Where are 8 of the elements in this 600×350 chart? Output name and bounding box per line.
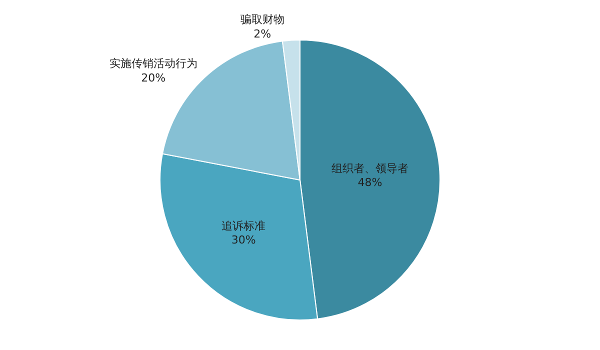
- data-label: 48%: [358, 176, 382, 190]
- data-label: 30%: [231, 234, 256, 247]
- slice-label: 追诉标准: [222, 219, 266, 232]
- slice-label: 实施传销活动行为: [109, 57, 198, 70]
- data-label: 2%: [254, 27, 272, 40]
- slice-label: 骗取财物: [240, 13, 284, 26]
- data-label: 20%: [141, 71, 166, 84]
- slice-label: 组织者、领导者: [331, 162, 408, 175]
